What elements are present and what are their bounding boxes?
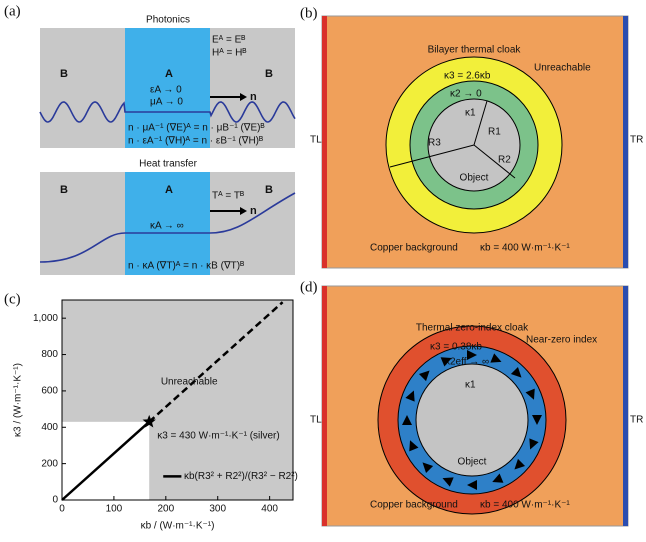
medium-label: B [60, 68, 68, 80]
x-tick-label: 200 [157, 504, 174, 515]
annotation: TL [310, 415, 322, 426]
hot-side [322, 16, 327, 268]
x-tick-label: 400 [261, 504, 278, 515]
panel-label: (b) [300, 5, 318, 21]
annotation: Copper background [370, 500, 458, 511]
equation: Eᴬ = Eᴮ [212, 35, 245, 46]
x-tick-label: 100 [106, 504, 123, 515]
equation: μA → 0 [150, 97, 183, 108]
panel-label: (d) [300, 279, 318, 295]
x-tick-label: 0 [59, 504, 65, 515]
equation: εA → 0 [150, 85, 182, 96]
annotation: κ3 = 2.6κb [444, 71, 491, 82]
title: Bilayer thermal cloak [428, 45, 522, 56]
x-axis-label: κb / (W·m⁻¹·K⁻¹) [141, 521, 215, 532]
annotation: κ3 = 0.38κb [430, 342, 482, 353]
annotation: R1 [488, 127, 501, 138]
equation: Hᴬ = Hᴮ [212, 48, 247, 59]
medium-label: A [165, 184, 173, 196]
figure: (a) (b) (c) (d) Photonics B A B Eᴬ = Eᴮ … [0, 0, 646, 537]
annotation: TR [630, 415, 643, 426]
y-tick-label: 200 [41, 458, 58, 469]
equation: Tᴬ = Tᴮ [212, 191, 244, 202]
annotation: Object [458, 457, 487, 468]
y-tick-label: 800 [41, 349, 58, 360]
annotation: Object [460, 173, 489, 184]
medium-label: B [265, 184, 273, 196]
medium-label: B [265, 68, 273, 80]
y-tick-label: 0 [52, 495, 58, 506]
y-tick-label: 1,000 [33, 313, 58, 324]
medium-label: A [165, 68, 173, 80]
annotation: Near-zero index [526, 335, 597, 346]
equation: n · μA⁻¹ (∇E)ᴬ = n · μB⁻¹ (∇E)ᴮ [128, 123, 265, 134]
x-tick-label: 300 [209, 504, 226, 515]
annotation: κ2 → 0 [450, 89, 482, 100]
cold-side [623, 16, 628, 268]
annotation: R3 [428, 138, 441, 149]
equation: κA → ∞ [150, 221, 184, 232]
hot-side [322, 286, 327, 526]
title: Thermal zero-index cloak [416, 323, 529, 334]
title: Heat transfer [139, 159, 197, 170]
normal: n [250, 205, 257, 217]
equation: n · κA (∇T)ᴬ = n · κB (∇T)ᴮ [128, 261, 244, 272]
title: Photonics [146, 15, 190, 26]
annotation: TR [630, 135, 643, 146]
region-label: Unreachable [161, 376, 218, 387]
legend-label: κb(R3² + R2²)/(R3² − R2²) [184, 471, 298, 482]
annotation: Copper background [370, 243, 458, 254]
y-tick-label: 600 [41, 386, 58, 397]
panel-label: (a) [4, 3, 21, 19]
y-tick-label: 400 [41, 422, 58, 433]
annotation: κb = 400 W·m⁻¹·K⁻¹ [480, 243, 570, 254]
annotation: κ1 [465, 380, 476, 391]
annotation: κ1 [465, 108, 476, 119]
cold-side [623, 286, 628, 526]
annotation: Unreachable [534, 63, 591, 74]
annotation: R2 [498, 155, 511, 166]
normal: n [250, 91, 257, 103]
annotation: TL [310, 135, 322, 146]
annotation: κ3 = 430 W·m⁻¹·K⁻¹ (silver) [157, 430, 280, 441]
y-axis-label: κ3 / (W·m⁻¹·K⁻¹) [13, 363, 24, 437]
medium-label: B [60, 184, 68, 196]
annotation: κb = 400 W·m⁻¹·K⁻¹ [480, 500, 570, 511]
equation: n · εA⁻¹ (∇H)ᴬ = n · εB⁻¹ (∇H)ᴮ [128, 136, 263, 147]
panel-label: (c) [4, 291, 21, 307]
